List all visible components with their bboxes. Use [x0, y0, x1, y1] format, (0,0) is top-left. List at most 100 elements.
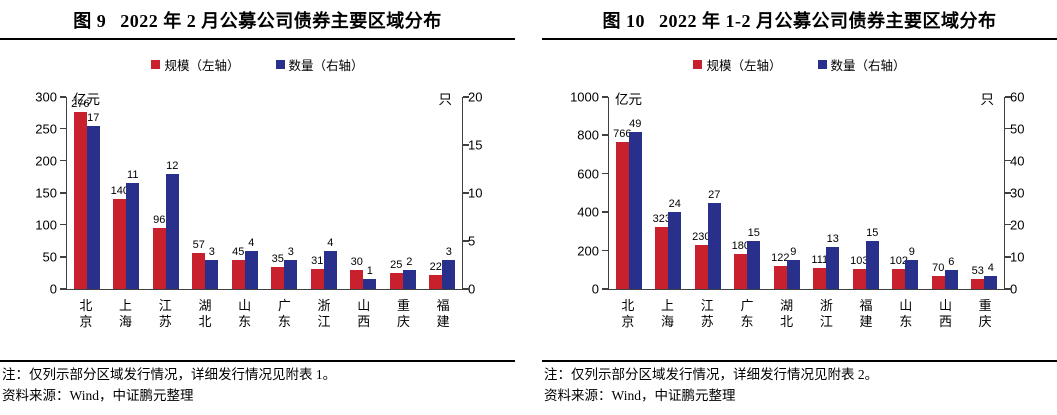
bar-column: 57 [192, 97, 206, 289]
bar-column: 122 [771, 97, 789, 289]
scale-bar [931, 275, 945, 289]
right-axis-tick-mark [1005, 223, 1011, 226]
scale-bar [615, 141, 629, 289]
bar-column: 11 [126, 97, 140, 289]
count-bar [628, 132, 642, 289]
left-axis-tick-mark [602, 172, 608, 175]
left-axis-tick-mark [602, 211, 608, 213]
right-axis-tick-mark [1005, 192, 1011, 194]
right-axis-tick-mark [1005, 127, 1011, 130]
bar-value-label: 57 [192, 238, 205, 251]
x-axis-label-text: 浙江 [819, 298, 833, 330]
left-axis-tick-label: 200 [577, 243, 599, 259]
chart: 规模（左轴） 数量（右轴） 亿元 只 276 17 140 11 96 12 57 3 45 4 3… [0, 40, 515, 360]
x-axis-label: 北京 [66, 298, 106, 331]
left-axis-tick-mark [602, 96, 608, 98]
bar-column: 70 [931, 97, 945, 289]
bar-value-label: 9 [908, 246, 915, 259]
bar-value-label: 49 [629, 118, 642, 131]
bar-column: 96 [152, 97, 166, 289]
bar-column: 35 [271, 97, 285, 289]
count-bar [244, 250, 258, 289]
x-axis-label: 湖北 [767, 298, 807, 331]
bar-column: 323 [652, 97, 671, 289]
x-axis-label: 上海 [648, 298, 688, 331]
legend-label: 数量（右轴） [830, 59, 906, 73]
bar-value-label: 1 [366, 265, 373, 278]
bar-column: 180 [731, 97, 750, 289]
x-axis-label: 湖北 [185, 298, 225, 331]
bar-group: 102 9 [886, 97, 926, 289]
count-bar [323, 250, 337, 289]
bar-value-label: 3 [208, 246, 215, 259]
bar-column: 102 [890, 97, 908, 289]
right-axis-tick-label: 60 [1010, 89, 1025, 105]
scale-bar [892, 269, 906, 289]
bar-column: 17 [86, 97, 100, 289]
bar-column: 111 [811, 97, 828, 289]
count-bar [747, 241, 761, 289]
scale-bar [813, 267, 827, 289]
bar-column: 9 [786, 97, 800, 289]
x-axis-label-text: 重庆 [978, 298, 992, 330]
bars: 766 49 323 24 230 27 180 15 122 9 111 13 103 15 102 9 70… [609, 97, 1004, 289]
right-axis-tick-mark [463, 240, 469, 242]
scale-bar [773, 265, 787, 289]
notes: 注：仅列示部分区域发行情况，详细发行情况见附表 2。 资料来源：Wind，中证鹏… [542, 360, 1057, 415]
left-axis-tick-label: 0 [49, 281, 57, 297]
figure-title: 图 10 2022 年 1-2 月公募公司债券主要区域分布 [542, 0, 1057, 40]
bar-value-label: 323 [652, 212, 671, 225]
x-axis-label: 上海 [106, 298, 146, 331]
count-bar [363, 279, 377, 289]
bar-column: 4 [984, 97, 998, 289]
left-axis-tick-mark [602, 134, 608, 136]
bar-value-label: 53 [971, 264, 984, 277]
x-axis-labels: 北京 上海 江苏 广东 湖北 浙江 福建 山东 山西 重庆 [608, 298, 1005, 331]
figure-title: 图 9 2022 年 2 月公募公司债券主要区域分布 [0, 0, 515, 40]
x-axis-labels: 北京 上海 江苏 湖北 山东 广东 浙江 山西 重庆 福建 [66, 298, 463, 331]
left-axis-tick-mark [60, 159, 66, 162]
scale-bar [389, 273, 403, 289]
x-axis-label: 重庆 [384, 298, 424, 331]
bar-column: 276 [71, 97, 89, 289]
bar-group: 31 4 [304, 97, 344, 289]
scale-bar [231, 260, 245, 289]
bar-group: 35 3 [265, 97, 305, 289]
bar-value-label: 4 [987, 262, 994, 275]
right-axis-tick-mark [1005, 256, 1011, 258]
bar-value-label: 180 [731, 240, 750, 253]
right-axis-unit: 只 [980, 92, 995, 107]
left-axis-tick-mark [60, 192, 66, 194]
right-axis-tick-mark [463, 144, 469, 146]
x-axis-label: 广东 [265, 298, 305, 331]
bar-value-label: 6 [948, 255, 955, 268]
legend-label: 规模（左轴） [706, 59, 782, 73]
bar-value-label: 15 [866, 227, 879, 239]
x-axis-label-text: 江苏 [158, 298, 172, 330]
bar-column: 25 [389, 97, 403, 289]
bar-value-label: 30 [350, 255, 363, 268]
legend-label: 数量（右轴） [288, 59, 364, 73]
bar-value-label: 3 [445, 246, 452, 259]
x-axis-label-text: 重庆 [396, 298, 410, 330]
scale-bar [271, 266, 285, 289]
notes: 注：仅列示部分区域发行情况，详细发行情况见附表 1。 资料来源：Wind，中证鹏… [0, 360, 515, 415]
left-axis-tick-label: 100 [35, 217, 57, 233]
left-axis-tick-mark [602, 288, 608, 290]
bar-value-label: 15 [747, 227, 760, 239]
bar-column: 31 [310, 97, 324, 289]
figure-label: 图 9 [73, 11, 107, 31]
bar-value-label: 9 [790, 246, 797, 259]
legend-swatch-red [693, 60, 703, 69]
right-axis-tick-label: 10 [468, 185, 483, 201]
right-axis-tick-label: 5 [468, 233, 476, 249]
bar-value-label: 45 [232, 246, 245, 259]
count-bar [126, 183, 140, 289]
bar-group: 45 4 [225, 97, 265, 289]
bar-column: 766 [613, 97, 631, 289]
legend-item-count: 数量（右轴） [275, 55, 364, 74]
bar-column: 103 [850, 97, 868, 289]
bar-column: 49 [628, 97, 642, 289]
left-axis-tick-mark [60, 96, 66, 98]
